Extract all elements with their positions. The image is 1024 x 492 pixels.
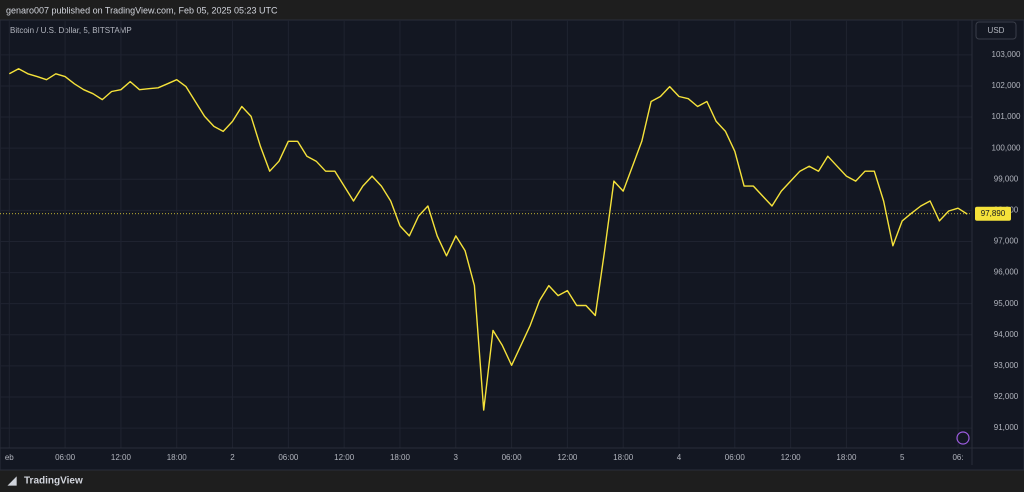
x-tick-label: 12:00 [111,453,132,462]
symbol-label: Bitcoin / U.S. Dollar, 5, BITSTAMP [10,26,132,35]
y-tick-label: 91,000 [994,423,1019,432]
y-tick-label: 93,000 [994,361,1019,370]
price-line [8,68,968,411]
x-tick-label: 06:00 [55,453,76,462]
x-tick-label: 06:00 [725,453,746,462]
x-tick-label: 2 [230,453,235,462]
axes: 91,000 92,000 93,000 94,000 95,000 96,000 97,0… [0,20,1024,465]
x-tick-label: 3 [454,453,459,462]
x-tick-label: 06:00 [278,453,299,462]
x-tick-label: 12:00 [557,453,578,462]
y-tick-label: 103,000 [992,50,1021,59]
y-tick-label: 99,000 [994,174,1019,183]
x-tick-label: 06:00 [502,453,523,462]
grid [0,20,972,448]
alert-icon[interactable] [956,431,970,445]
brand: TradingView [24,476,83,487]
x-tick-label: 18:00 [836,453,857,462]
plot [0,68,972,411]
currency: USD [988,26,1005,35]
x-tick-label: 06: [952,453,963,462]
last-price-box [975,206,1011,221]
x-tick-label: eb [5,453,14,462]
x-tick-label: 18:00 [167,453,188,462]
x-tick-label: 12:00 [334,453,355,462]
y-tick-label: 102,000 [992,81,1021,90]
last-price-label: 97,890 [981,209,1006,218]
x-tick-label: 12:00 [781,453,802,462]
x-tick-label: 18:00 [390,453,411,462]
y-tick-label: 97,000 [994,237,1019,246]
logo-mark: ◢ [7,475,17,487]
y-tick-label: 92,000 [994,392,1019,401]
currency-box[interactable] [975,21,1017,40]
published-note: genaro007 published on TradingView.com, … [6,5,278,15]
x-tick-label: 18:00 [613,453,634,462]
y-tick-label: 100,000 [992,143,1021,152]
x-tick-label: 4 [677,453,682,462]
y-tick-label: 95,000 [994,299,1019,308]
y-tick-label: 96,000 [994,268,1019,277]
y-tick-label: 101,000 [992,112,1021,121]
x-tick-label: 5 [900,453,905,462]
y-tick-label: 94,000 [994,330,1019,339]
